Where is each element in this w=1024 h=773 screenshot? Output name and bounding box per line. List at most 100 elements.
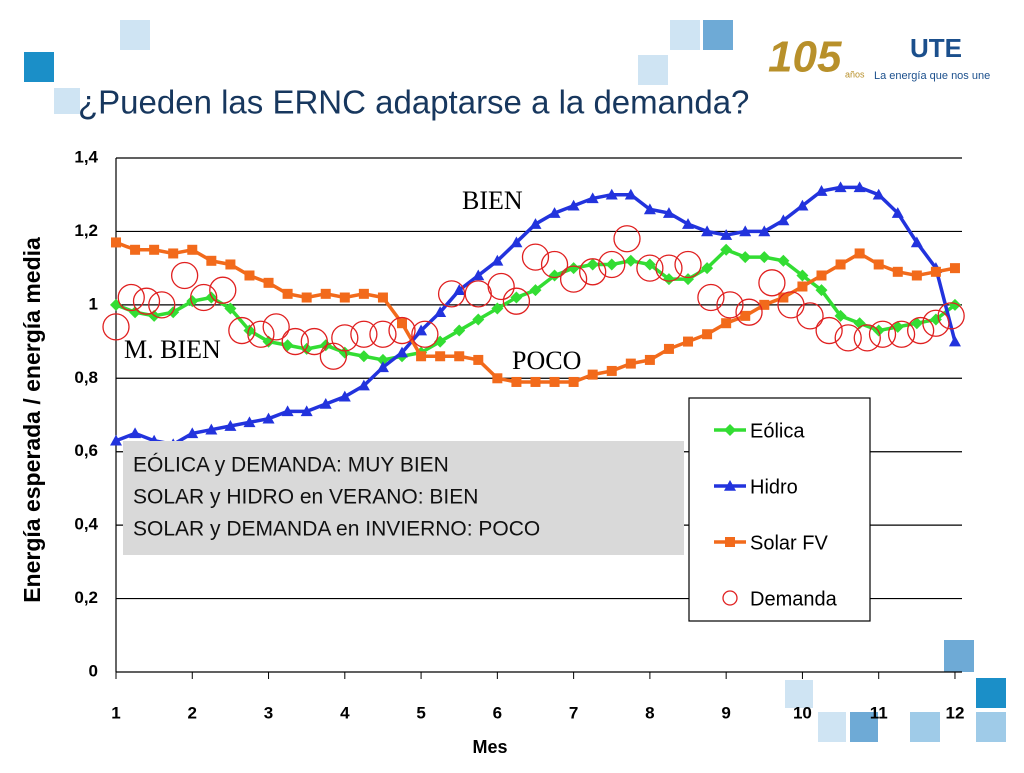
marker <box>187 244 198 255</box>
marker <box>491 302 504 315</box>
marker <box>338 346 351 359</box>
note-line: EÓLICA y DEMANDA: MUY BIEN <box>133 454 449 477</box>
marker <box>567 262 580 275</box>
marker <box>758 269 786 297</box>
marker <box>205 423 218 435</box>
marker <box>873 259 884 270</box>
legend-label: Demanda <box>750 588 838 610</box>
marker <box>682 273 695 286</box>
marker <box>887 320 916 348</box>
marker <box>228 316 256 345</box>
marker <box>397 318 408 329</box>
marker <box>243 324 256 337</box>
marker <box>815 316 843 345</box>
marker <box>549 376 560 387</box>
marker <box>338 390 351 402</box>
marker <box>716 291 744 319</box>
marker <box>415 324 428 336</box>
marker <box>834 324 862 352</box>
marker <box>110 434 122 446</box>
tagline: La energía que nos une <box>874 70 990 82</box>
marker <box>948 298 961 311</box>
marker <box>224 420 237 431</box>
marker <box>758 225 771 237</box>
marker <box>674 250 702 279</box>
marker <box>853 181 866 193</box>
marker <box>643 258 656 271</box>
marker <box>281 405 294 417</box>
marker <box>206 255 217 266</box>
marker <box>911 270 922 281</box>
marker <box>357 350 370 363</box>
marker <box>586 192 599 204</box>
marker <box>797 281 808 292</box>
marker <box>682 218 695 229</box>
marker <box>530 376 541 387</box>
marker <box>777 254 790 267</box>
marker <box>225 259 236 270</box>
y-tick-label: 0,2 <box>74 588 98 607</box>
marker <box>209 276 237 304</box>
marker <box>472 269 485 281</box>
x-tick-label: 12 <box>946 703 965 722</box>
marker <box>453 324 466 337</box>
marker <box>892 266 903 277</box>
legend-label: Eólica <box>750 420 805 442</box>
marker <box>613 225 641 253</box>
marker <box>521 243 550 271</box>
marker <box>510 236 523 248</box>
brand: UTE <box>910 33 962 63</box>
note-line: SOLAR y DEMANDA en INVIERNO: POCO <box>133 518 540 541</box>
marker <box>454 351 465 362</box>
marker <box>872 188 885 200</box>
marker <box>815 185 828 196</box>
marker <box>487 272 515 301</box>
marker <box>740 310 751 321</box>
marker <box>587 369 598 380</box>
x-tick-label: 9 <box>721 703 730 722</box>
marker <box>350 320 378 348</box>
annotation: BIEN <box>462 186 523 215</box>
marker <box>815 284 828 297</box>
legend-label: Solar FV <box>750 532 828 554</box>
y-tick-label: 0,8 <box>74 368 98 387</box>
marker <box>186 427 199 439</box>
marker <box>605 188 618 200</box>
marker <box>148 291 176 319</box>
marker <box>662 273 675 286</box>
y-tick-label: 0,6 <box>74 441 98 460</box>
marker <box>606 365 617 376</box>
marker <box>759 299 770 310</box>
note-line: SOLAR y HIDRO en VERANO: BIEN <box>133 486 478 509</box>
marker <box>262 313 290 341</box>
marker <box>758 251 771 264</box>
x-tick-label: 3 <box>264 703 273 722</box>
marker <box>624 254 637 267</box>
marker <box>492 373 503 384</box>
marker <box>186 295 199 308</box>
marker <box>502 287 531 315</box>
marker <box>796 302 824 330</box>
x-tick-label: 2 <box>188 703 197 722</box>
marker <box>559 265 588 293</box>
marker <box>132 287 161 315</box>
marker <box>683 336 694 347</box>
marker <box>929 313 942 326</box>
legend-label: Hidro <box>750 476 798 498</box>
marker <box>244 270 255 281</box>
marker <box>102 313 130 341</box>
marker <box>739 225 752 237</box>
marker <box>453 284 466 295</box>
legend-marker <box>725 537 735 547</box>
marker <box>853 324 881 352</box>
marker <box>376 361 389 373</box>
marker <box>644 354 655 365</box>
marker <box>854 248 865 259</box>
legend-marker <box>724 480 736 491</box>
marker <box>937 302 965 330</box>
marker <box>702 329 713 340</box>
marker <box>624 188 637 200</box>
x-tick-label: 5 <box>416 703 425 722</box>
marker <box>568 376 579 387</box>
y-tick-label: 0,4 <box>74 515 98 534</box>
